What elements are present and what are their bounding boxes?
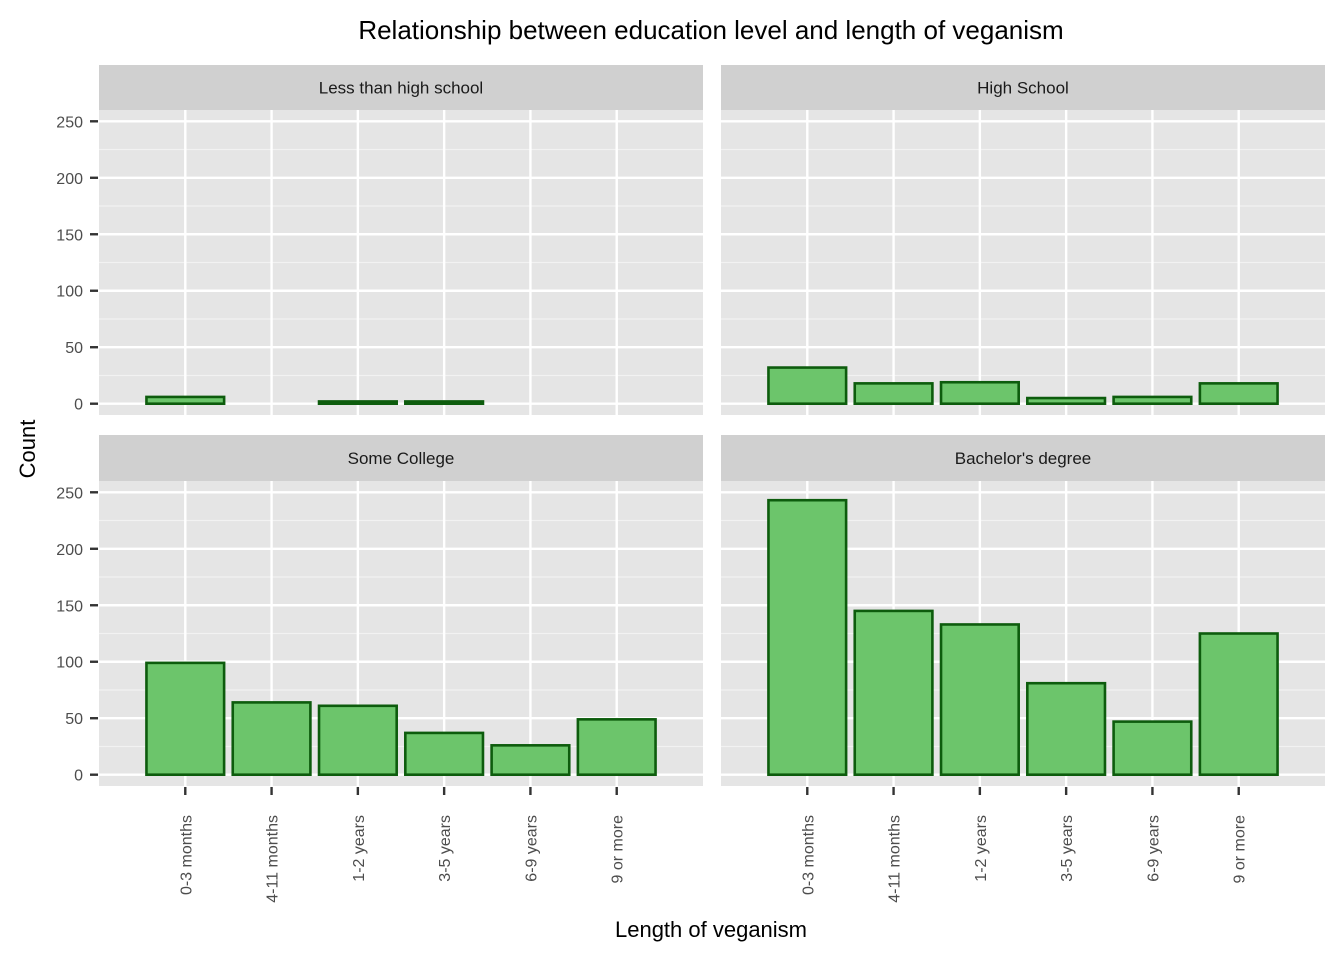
x-tick-label: 6-9 years xyxy=(523,815,540,882)
bar-6-9-years xyxy=(1112,395,1193,406)
y-tick-label: 0 xyxy=(74,768,83,785)
x-tick-label: 1-2 years xyxy=(973,815,990,882)
panel-some-college: Some College 0 50 100 150 200 250 0-3 months 4-1… xyxy=(56,435,703,903)
bar-3-5-years xyxy=(404,731,485,777)
panel-bachelor-s-degree: Bachelor's degree 0-3 months 4-11 months 1-… xyxy=(721,435,1325,903)
bar-9-or-more xyxy=(1198,382,1279,406)
y-tick-label: 250 xyxy=(56,485,83,502)
x-axis-title: Length of veganism xyxy=(615,917,807,942)
bar-1-2-years xyxy=(317,400,398,406)
y-tick-label: 150 xyxy=(56,598,83,615)
chart-title: Relationship between education level and… xyxy=(358,15,1063,45)
x-tick-label: 1-2 years xyxy=(351,815,368,882)
bar-3-5-years xyxy=(404,400,485,406)
panel-high-school: High School xyxy=(721,65,1325,415)
y-tick-label: 250 xyxy=(56,114,83,131)
bar-6-9-years xyxy=(490,744,571,777)
facet-strip-label: High School xyxy=(977,79,1069,98)
bar-4-11-months xyxy=(231,701,312,777)
bar-0-3-months xyxy=(767,498,848,777)
y-tick-label: 50 xyxy=(65,711,83,728)
bar-3-5-years xyxy=(1026,396,1107,406)
y-tick-label: 150 xyxy=(56,227,83,244)
bar-4-11-months xyxy=(853,382,934,406)
x-tick-label: 4-11 months xyxy=(887,815,904,903)
y-tick-label: 100 xyxy=(56,284,83,301)
bar-4-11-months xyxy=(853,609,934,777)
facet-strip-label: Bachelor's degree xyxy=(955,449,1092,468)
facet-panels: Less than high school 0 50 100 150 200 250 High… xyxy=(56,65,1325,903)
x-tick-label: 3-5 years xyxy=(437,815,454,882)
bar-0-3-months xyxy=(145,395,226,406)
x-tick-label: 6-9 years xyxy=(1145,815,1162,882)
bar-1-2-years xyxy=(939,380,1020,406)
bar-0-3-months xyxy=(145,661,226,777)
y-tick-label: 0 xyxy=(74,397,83,414)
y-tick-label: 50 xyxy=(65,340,83,357)
y-tick-label: 200 xyxy=(56,542,83,559)
bar-6-9-years xyxy=(1112,720,1193,777)
bar-3-5-years xyxy=(1026,681,1107,777)
facet-strip-label: Less than high school xyxy=(319,79,483,98)
bar-1-2-years xyxy=(317,704,398,777)
facet-strip xyxy=(721,65,1325,110)
y-tick-label: 200 xyxy=(56,171,83,188)
x-tick-label: 3-5 years xyxy=(1059,815,1076,882)
x-tick-label: 4-11 months xyxy=(265,815,282,903)
bar-9-or-more xyxy=(1198,632,1279,777)
x-tick-label: 9 or more xyxy=(610,815,627,884)
bar-9-or-more xyxy=(576,718,657,777)
facet-strip xyxy=(721,435,1325,481)
x-tick-label: 0-3 months xyxy=(178,815,195,895)
facet-strip xyxy=(99,435,703,481)
bar-0-3-months xyxy=(767,366,848,406)
x-tick-label: 0-3 months xyxy=(800,815,817,895)
facet-strip-label: Some College xyxy=(348,449,455,468)
facet-strip xyxy=(99,65,703,110)
bar-1-2-years xyxy=(939,623,1020,777)
y-tick-label: 100 xyxy=(56,655,83,672)
panel-less-than-high-school: Less than high school 0 50 100 150 200 250 xyxy=(56,65,703,415)
y-axis-title: Count xyxy=(15,420,40,479)
x-tick-label: 9 or more xyxy=(1232,815,1249,884)
